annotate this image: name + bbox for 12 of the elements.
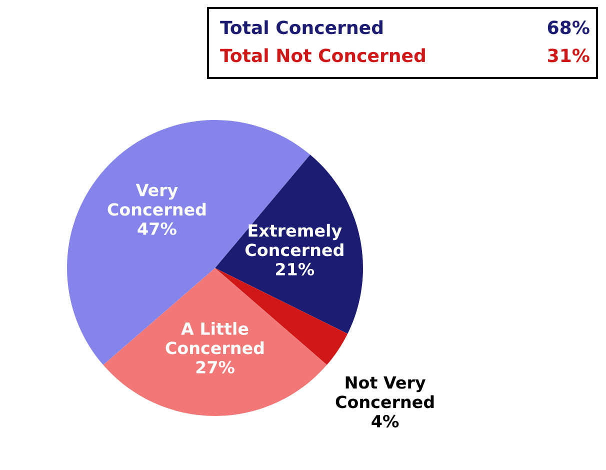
data-label: 4% xyxy=(372,414,399,428)
text: Total Concerned xyxy=(220,20,382,34)
slice-label: Not Very Concerned xyxy=(336,376,434,408)
text: 68% xyxy=(548,20,590,34)
text: Total Not Concerned xyxy=(220,48,425,62)
slice-label: Extremely Concerned xyxy=(245,224,344,256)
slice-label: A Little Concerned xyxy=(166,322,264,354)
data-label: 27% xyxy=(196,360,234,374)
text: 31% xyxy=(548,48,590,62)
data-label: 21% xyxy=(276,262,314,276)
slice-label: Very Concerned xyxy=(108,184,206,216)
data-label: 47% xyxy=(138,222,176,236)
